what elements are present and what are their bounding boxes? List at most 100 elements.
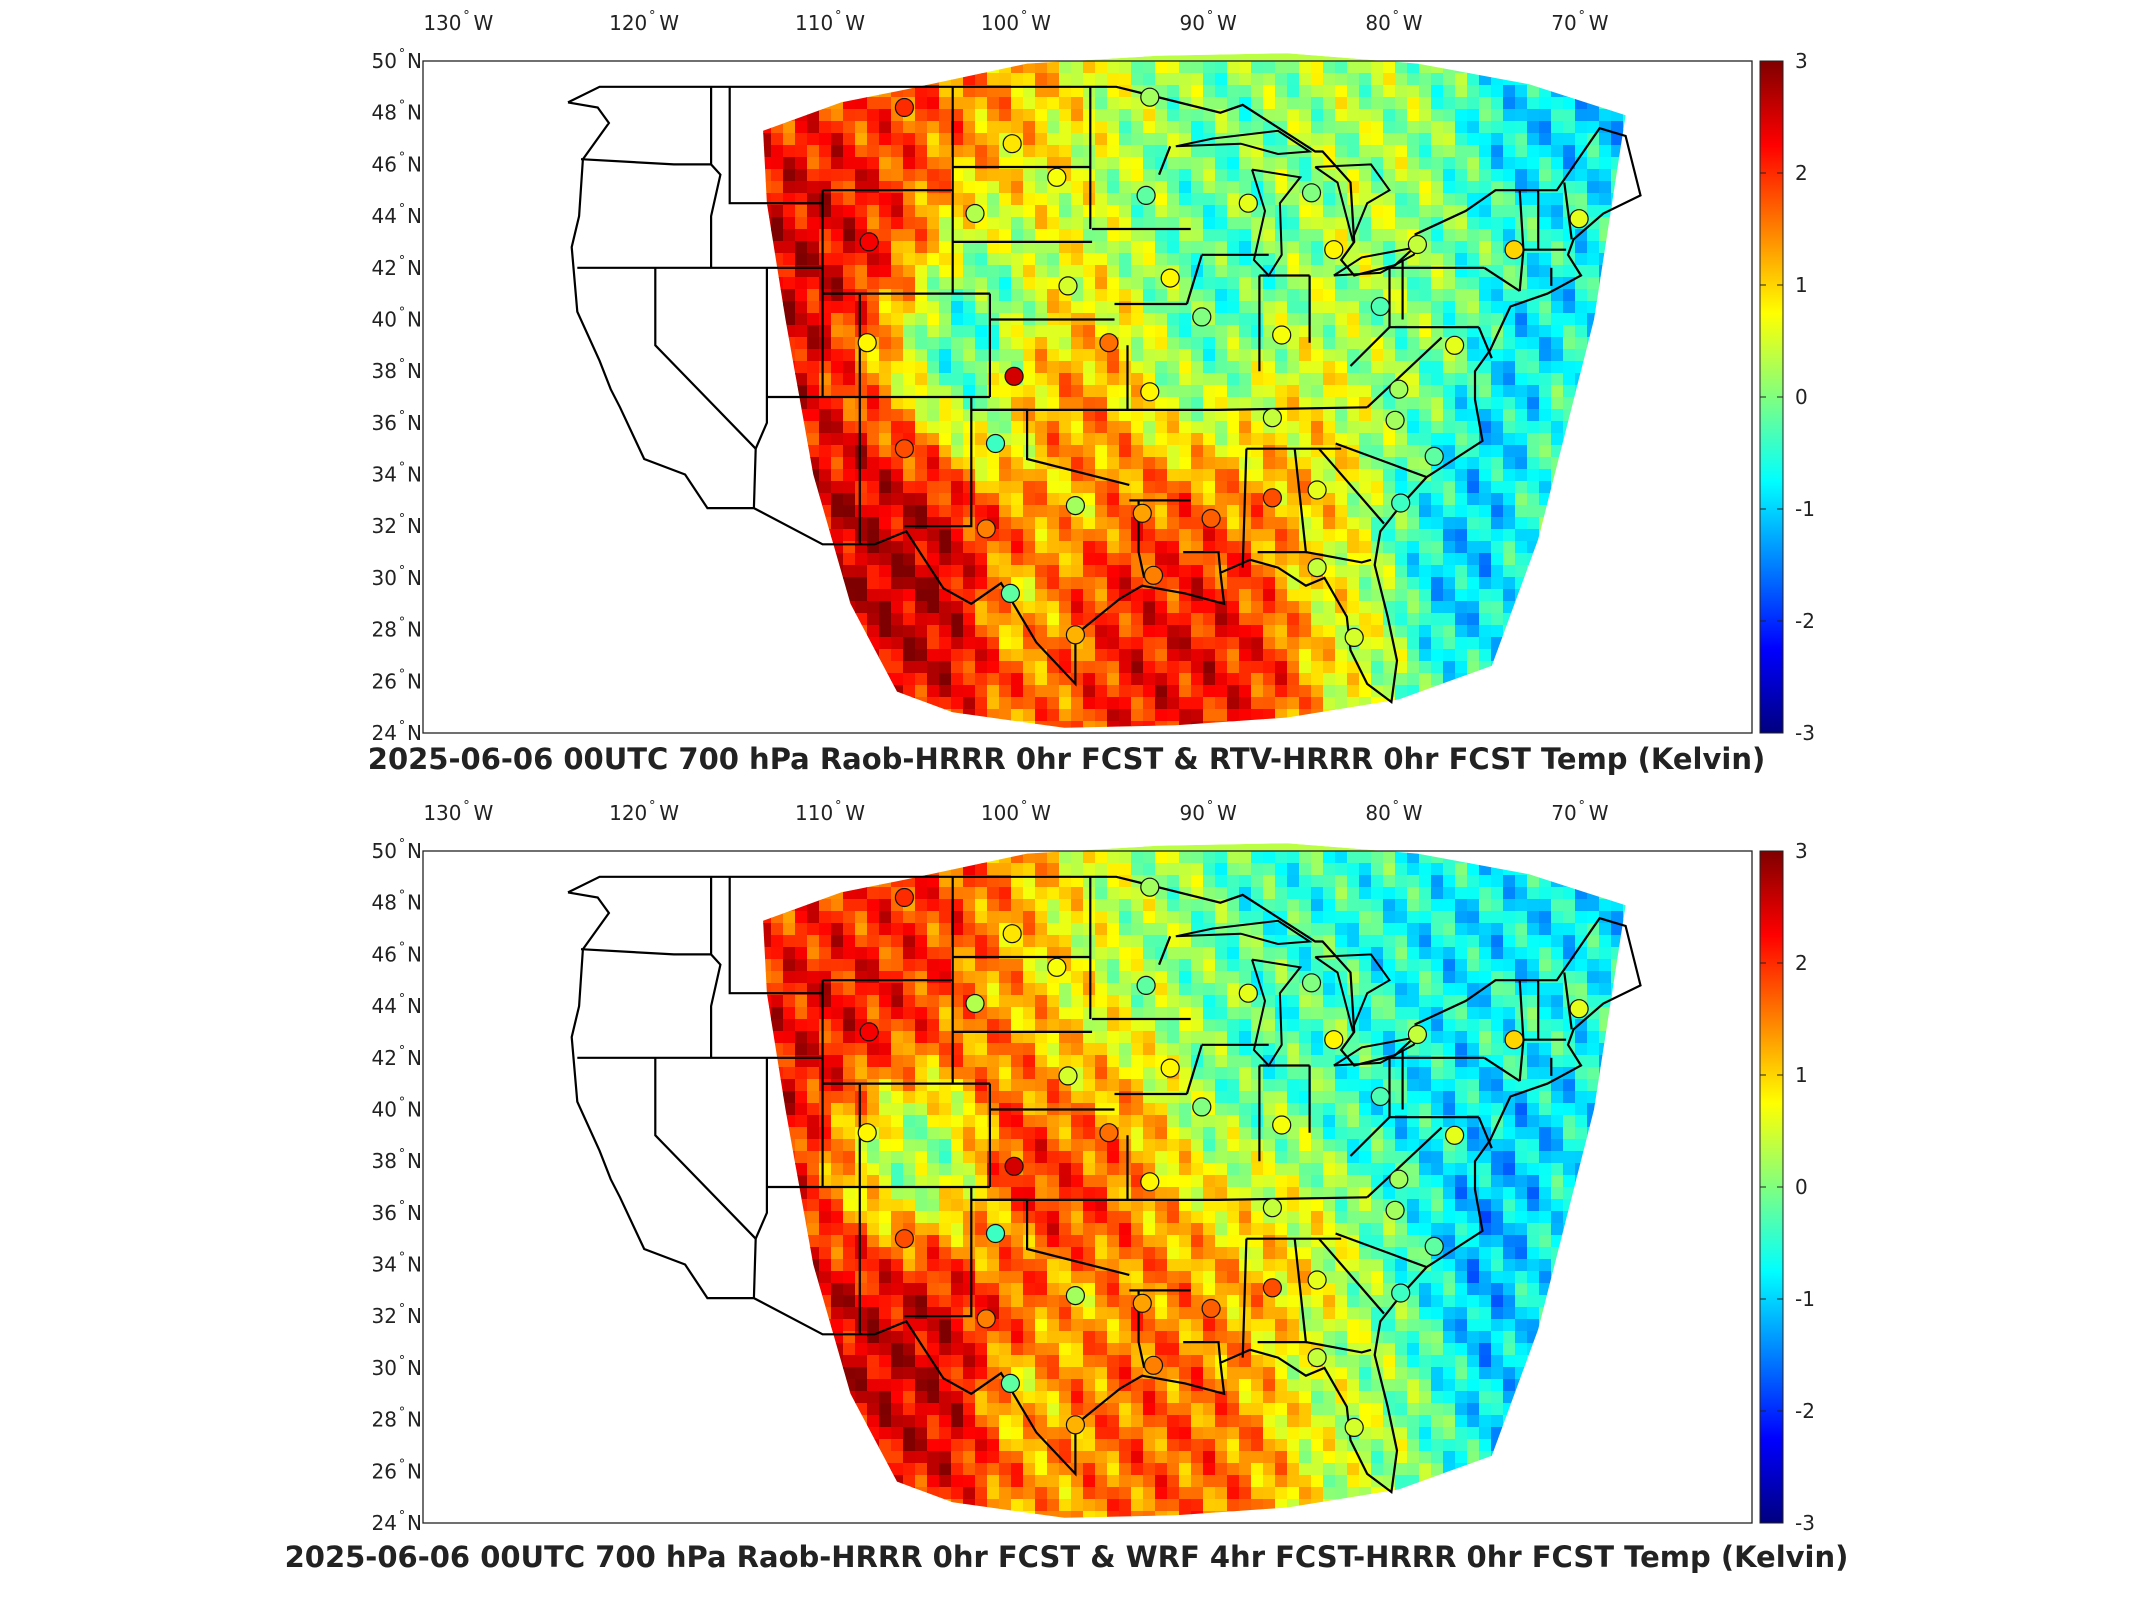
raob-station-marker	[1136, 185, 1156, 205]
raob-station-marker	[857, 333, 877, 353]
raob-station-marker	[1143, 565, 1164, 585]
raob-station-marker	[1004, 366, 1024, 386]
raob-station-marker	[1389, 379, 1409, 399]
colorbar-tick-label: 0	[1795, 385, 1808, 409]
panel-title-top: 2025-06-06 00UTC 700 hPa Raob-HRRR 0hr F…	[367, 742, 1766, 776]
raob-station-marker	[1391, 493, 1411, 513]
raob-station-marker	[976, 1309, 996, 1329]
raob-station-marker	[857, 1123, 877, 1143]
raob-station-marker	[894, 439, 915, 459]
raob-station-marker	[894, 97, 915, 118]
raob-station-marker	[1058, 276, 1078, 296]
raob-station-marker	[1160, 1058, 1180, 1078]
raob-station-marker	[1307, 1270, 1327, 1290]
colorbar-tick-label: -2	[1795, 609, 1815, 633]
colorbar-tick-label: -2	[1795, 1399, 1815, 1423]
raob-station-marker	[1047, 167, 1067, 187]
raob-station-marker	[1324, 1030, 1344, 1050]
colorbar-tick-label: 0	[1795, 1175, 1808, 1199]
latitude-label: 28 ° N	[372, 1406, 422, 1432]
raob-station-marker	[1324, 240, 1344, 260]
raob-station-marker	[1344, 627, 1364, 648]
latitude-label: 24 ° N	[372, 719, 422, 745]
latitude-label: 44 ° N	[372, 992, 422, 1018]
latitude-label: 38 ° N	[372, 357, 422, 383]
latitude-label: 50 ° N	[372, 47, 422, 73]
latitude-label: 46 ° N	[372, 940, 422, 966]
raob-station-marker	[1407, 1024, 1428, 1045]
raob-station-marker	[1504, 240, 1524, 260]
colorbar-tick-label: -3	[1795, 1511, 1815, 1535]
latitude-label: 32 ° N	[372, 512, 422, 538]
raob-station-marker	[1065, 1286, 1086, 1306]
raob-station-marker	[1065, 625, 1086, 645]
raob-station-marker	[1385, 410, 1405, 430]
latitude-label: 26 ° N	[372, 667, 422, 693]
raob-station-marker	[1389, 1169, 1409, 1189]
longitude-label: 130 ° W	[423, 9, 493, 35]
raob-station-marker	[1002, 134, 1022, 154]
raob-station-marker	[1272, 325, 1292, 345]
raob-station-marker	[1201, 1298, 1221, 1319]
temperature-difference-map-bottom: 130 ° W 120 ° W 110 ° W 100 ° W 90 ° W 80 ° W 70 ° W 50 ° N 48 ° N…	[372, 799, 1815, 1535]
raob-station-marker	[1143, 1355, 1164, 1375]
colorbar-tick-label: 2	[1795, 951, 1808, 975]
longitude-label: 110 ° W	[795, 799, 865, 825]
raob-station-marker	[1047, 957, 1067, 977]
raob-station-marker	[1140, 87, 1160, 107]
latitude-label: 40 ° N	[372, 1096, 422, 1122]
raob-stations	[857, 877, 1589, 1438]
latitude-label: 32 ° N	[372, 1302, 422, 1328]
raob-station-marker	[1424, 446, 1444, 466]
latitude-label: 48 ° N	[372, 99, 422, 125]
map-panel-bottom: 130 ° W 120 ° W 110 ° W 100 ° W 90 ° W 80 ° W 70 ° W 50 ° N 48 ° N…	[0, 790, 2133, 1600]
raob-station-marker	[1569, 209, 1589, 229]
colorbar-tick-label: -1	[1795, 497, 1815, 521]
raob-station-marker	[1192, 1097, 1212, 1117]
raob-station-marker	[1099, 1123, 1119, 1143]
raob-station-marker	[1307, 1347, 1327, 1368]
raob-station-marker	[1391, 1283, 1411, 1303]
raob-station-marker	[1272, 1115, 1292, 1135]
longitude-label: 130 ° W	[423, 799, 493, 825]
raob-station-marker	[1002, 924, 1022, 944]
raob-station-marker	[1140, 877, 1160, 897]
raob-station-marker	[1000, 1373, 1021, 1394]
raob-station-marker	[1065, 1415, 1086, 1435]
colorbar-tick-label: 1	[1795, 273, 1808, 297]
raob-station-marker	[976, 519, 996, 539]
latitude-label: 30 ° N	[372, 1354, 422, 1380]
raob-station-marker	[985, 433, 1006, 454]
raob-station-marker	[1444, 335, 1465, 355]
latitude-label: 30 ° N	[372, 564, 422, 590]
raob-station-marker	[1201, 508, 1221, 529]
latitude-label: 40 ° N	[372, 306, 422, 332]
raob-station-marker	[894, 1229, 915, 1249]
raob-station-marker	[859, 232, 879, 252]
colorbar-tick-label: -1	[1795, 1287, 1815, 1311]
latitude-label: 42 ° N	[372, 1044, 422, 1070]
raob-station-marker	[1140, 1172, 1160, 1192]
raob-station-marker	[1099, 333, 1119, 353]
raob-station-marker	[1192, 307, 1212, 327]
raob-station-marker	[1004, 1156, 1024, 1176]
longitude-label: 100 ° W	[981, 9, 1051, 35]
raob-station-marker	[965, 993, 985, 1014]
raob-station-marker	[1058, 1066, 1078, 1086]
latitude-label: 34 ° N	[372, 461, 422, 487]
raob-station-marker	[1136, 975, 1156, 995]
raob-station-marker	[894, 887, 915, 908]
latitude-label: 38 ° N	[372, 1147, 422, 1173]
raob-station-marker	[1344, 1417, 1364, 1438]
panel-title-bottom: 2025-06-06 00UTC 700 hPa Raob-HRRR 0hr F…	[284, 1540, 1849, 1574]
raob-station-marker	[1569, 999, 1589, 1019]
raob-station-marker	[1424, 1236, 1444, 1256]
colorbar-tick-label: -3	[1795, 721, 1815, 745]
raob-stations	[857, 87, 1589, 648]
colorbar-tick-label: 2	[1795, 161, 1808, 185]
longitude-label: 80 ° W	[1365, 799, 1422, 825]
latitude-label: 26 ° N	[372, 1457, 422, 1483]
great-lakes	[1175, 129, 1420, 278]
latitude-label: 34 ° N	[372, 1251, 422, 1277]
raob-station-marker	[1132, 503, 1152, 523]
